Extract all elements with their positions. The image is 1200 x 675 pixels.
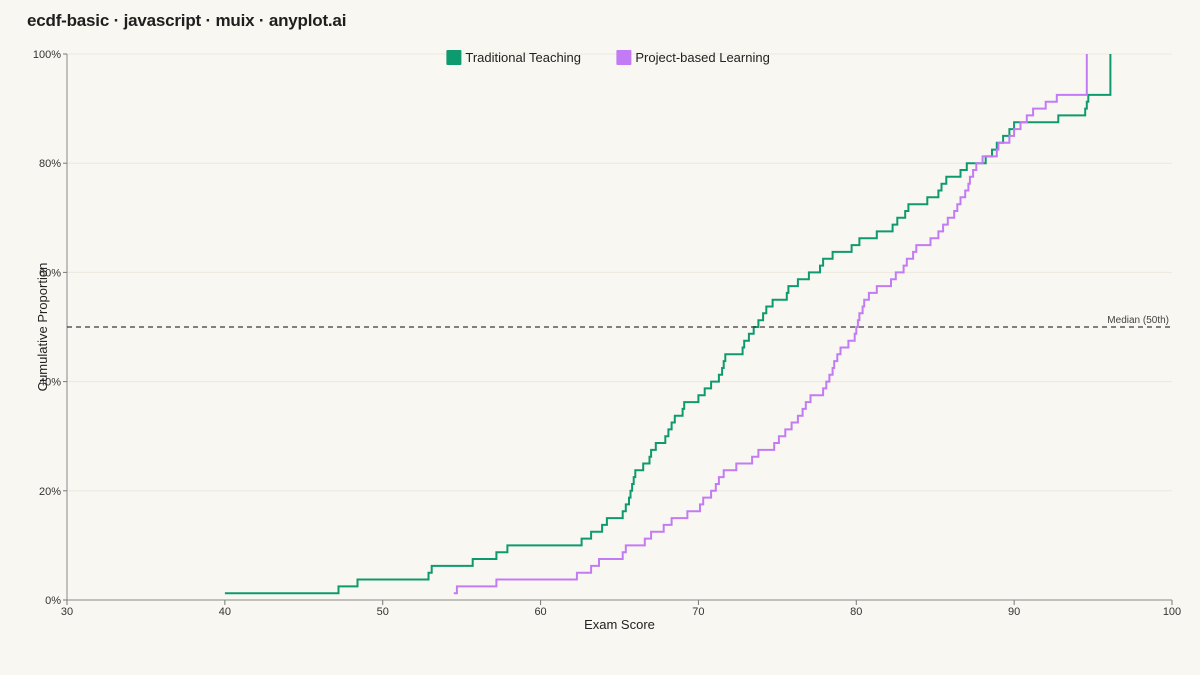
legend-label: Project-based Learning <box>635 50 769 65</box>
y-tick-label: 100% <box>33 49 61 61</box>
y-tick-label: 0% <box>45 595 61 607</box>
x-tick-label: 30 <box>61 606 73 618</box>
x-tick-label: 80 <box>850 606 862 618</box>
legend-swatch <box>446 50 462 65</box>
legend-item[interactable]: Project-based Learning <box>616 50 770 65</box>
axes: 0% 20% 40% 60% 80% 100% 30 40 50 60 70 80 90 100 <box>33 49 1181 618</box>
axis-labels: Exam Score Cumulative Proportion <box>35 263 655 632</box>
median-label: Median (50th) <box>1107 315 1169 326</box>
grid-lines <box>67 53 1172 492</box>
x-tick-label: 60 <box>534 606 546 618</box>
legend-label: Traditional Teaching <box>465 50 581 65</box>
series-layer <box>224 54 1112 595</box>
x-tick-label: 90 <box>1008 606 1020 618</box>
x-tick-label: 70 <box>692 606 704 618</box>
median-reference: Median (50th) <box>67 315 1172 328</box>
x-tick-label: 40 <box>219 606 231 618</box>
y-axis-label: Cumulative Proportion <box>35 263 50 392</box>
y-tick-label: 20% <box>39 486 61 498</box>
ecdf-line-traditional-teaching <box>224 54 1112 595</box>
ecdf-line-project-based-learning <box>453 54 1088 595</box>
x-axis-label: Exam Score <box>584 617 655 632</box>
legend-swatch <box>616 50 632 65</box>
x-tick-label: 100 <box>1163 606 1181 618</box>
x-tick-label: 50 <box>377 606 389 618</box>
chart-title: ecdf-basic · javascript · muix · anyplot… <box>27 11 347 30</box>
legend[interactable]: Traditional Teaching Project-based Learni… <box>446 50 770 65</box>
legend-item[interactable]: Traditional Teaching <box>446 50 581 65</box>
y-tick-label: 80% <box>39 158 61 170</box>
y-tick-label: 40% <box>39 377 61 389</box>
y-tick-label: 60% <box>39 267 61 279</box>
